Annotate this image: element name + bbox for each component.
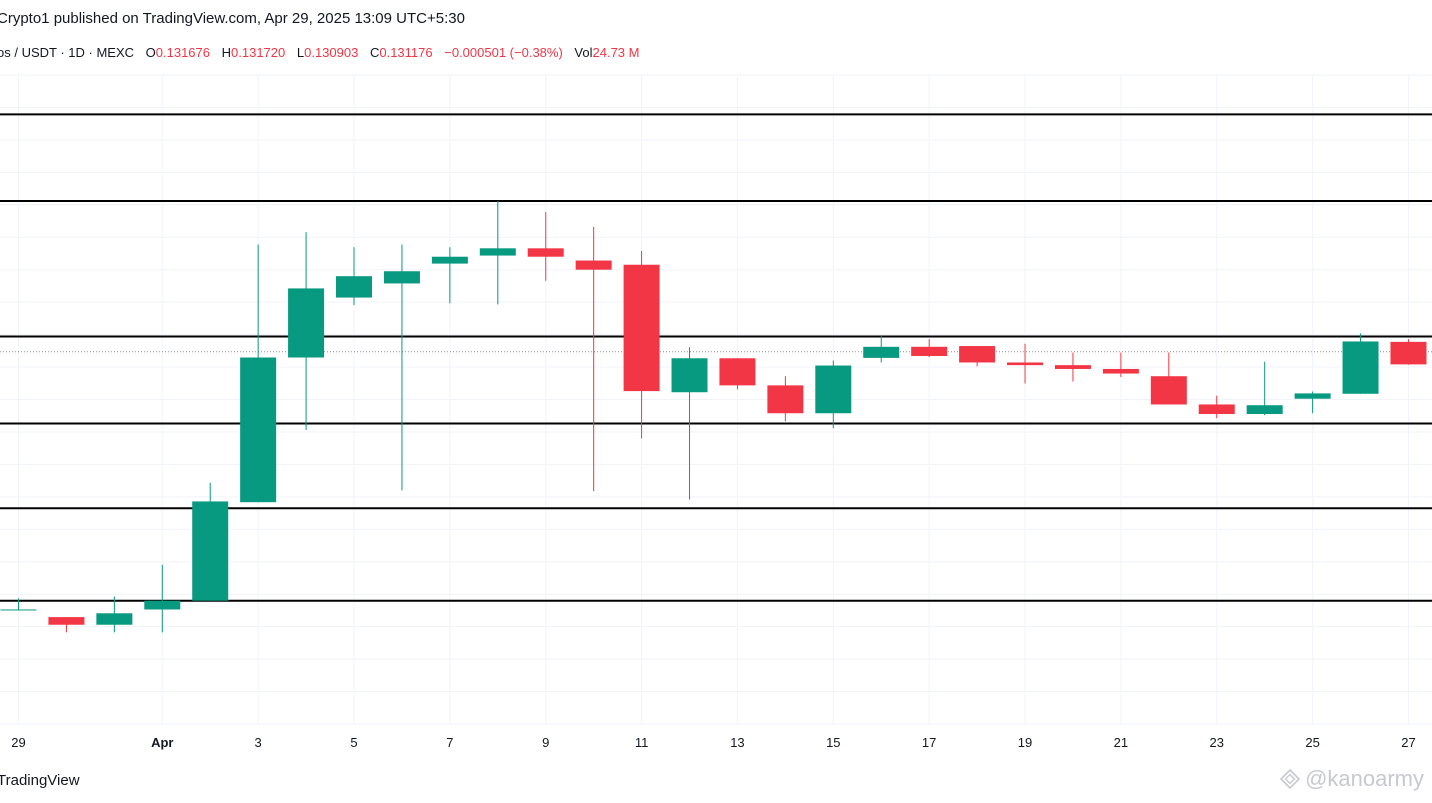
open-value: 0.131676: [155, 45, 210, 60]
candle-body-28: [1342, 341, 1379, 394]
volume-value: 24.73 M: [592, 45, 640, 60]
close-value: 0.131176: [379, 45, 433, 60]
x-tick-label-0: 29: [11, 735, 25, 750]
tradingview-shield-icon: [1279, 768, 1301, 790]
candle-21[interactable]: [1007, 343, 1044, 384]
x-tick-label-2: 3: [255, 735, 262, 750]
candle-23[interactable]: [1102, 352, 1139, 377]
candle-body-26: [1246, 405, 1283, 415]
high-key: H: [221, 45, 232, 60]
candle-20[interactable]: [959, 346, 996, 367]
candle-1[interactable]: [48, 617, 85, 633]
x-tick-label-1: Apr: [151, 735, 173, 750]
candle-body-11: [527, 248, 564, 257]
published-by-line: Crypto1 published on TradingView.com, Ap…: [0, 10, 465, 27]
candle-17[interactable]: [815, 360, 852, 429]
close-key: C: [369, 45, 380, 60]
candle-11[interactable]: [527, 212, 564, 281]
candle-body-27: [1294, 393, 1331, 399]
x-tick-label-12: 23: [1210, 735, 1224, 750]
candle-body-6: [288, 288, 325, 358]
x-tick-label-5: 9: [542, 735, 549, 750]
candle-10[interactable]: [479, 200, 516, 305]
candle-26[interactable]: [1246, 361, 1283, 416]
x-tick-label-7: 13: [730, 735, 744, 750]
candle-4[interactable]: [192, 482, 229, 601]
symbol-label[interactable]: os / USDT · 1D · MEXC: [0, 45, 135, 60]
candle-body-24: [1150, 376, 1187, 405]
candle-body-4: [192, 501, 229, 601]
candle-27[interactable]: [1294, 391, 1331, 414]
x-tick-label-14: 27: [1401, 735, 1415, 750]
x-tick-label-10: 19: [1018, 735, 1032, 750]
candle-19[interactable]: [911, 339, 948, 358]
candle-8[interactable]: [383, 244, 420, 491]
candle-28[interactable]: [1342, 333, 1379, 394]
candle-body-20: [959, 346, 996, 363]
candle-7[interactable]: [336, 247, 373, 306]
author-watermark: @kanoarmy: [1279, 766, 1424, 792]
high-value: 0.131720: [231, 45, 286, 60]
candle-body-22: [1054, 365, 1091, 369]
candle-6[interactable]: [288, 232, 325, 431]
x-tick-label-6: 11: [635, 735, 649, 750]
candle-0[interactable]: [0, 598, 37, 611]
candle-body-8: [383, 271, 420, 284]
low-value: 0.130903: [304, 45, 359, 60]
candle-5[interactable]: [240, 244, 277, 503]
candle-body-5: [240, 357, 277, 503]
candle-body-23: [1102, 368, 1139, 374]
x-tick-label-3: 5: [350, 735, 357, 750]
candle-body-17: [815, 365, 852, 414]
candle-18[interactable]: [863, 336, 900, 363]
candle-body-21: [1007, 362, 1044, 366]
candle-body-12: [575, 260, 612, 270]
candle-13[interactable]: [623, 250, 660, 439]
candle-body-2: [96, 613, 133, 625]
candle-body-25: [1198, 404, 1235, 415]
x-axis-ticks: 29 Apr 3 5 7 9 11 13 15 17 19 21 23 25 27: [11, 735, 1415, 750]
candle-3[interactable]: [144, 564, 181, 633]
candle-body-29: [1390, 341, 1427, 365]
candle-body-9: [431, 256, 468, 264]
x-tick-label-4: 7: [446, 735, 453, 750]
tradingview-brand[interactable]: TradingView: [0, 772, 80, 789]
change-value: −0.000501 (−0.38%): [444, 45, 563, 60]
low-key: L: [296, 45, 305, 60]
candle-body-18: [863, 346, 900, 358]
x-tick-label-9: 17: [922, 735, 936, 750]
candle-body-10: [479, 248, 516, 256]
candle-24[interactable]: [1150, 352, 1187, 405]
candle-body-14: [671, 358, 708, 393]
x-tick-label-13: 25: [1305, 735, 1319, 750]
candle-body-13: [623, 264, 660, 392]
horizontal-levels: [0, 113, 1432, 602]
candle-15[interactable]: [719, 358, 756, 390]
candle-29[interactable]: [1390, 339, 1427, 365]
watermark-text: @kanoarmy: [1305, 766, 1424, 791]
candle-25[interactable]: [1198, 395, 1235, 419]
candle-body-1: [48, 617, 85, 625]
open-key: O: [145, 45, 156, 60]
ohlc-legend: os / USDT · 1D · MEXC O0.131676 H0.13172…: [0, 45, 639, 60]
candle-12[interactable]: [575, 226, 612, 492]
x-tick-label-11: 21: [1114, 735, 1128, 750]
candle-14[interactable]: [671, 347, 708, 500]
volume-key: Vol: [574, 45, 593, 60]
x-tick-label-8: 15: [826, 735, 840, 750]
candle-body-16: [767, 385, 804, 414]
candle-16[interactable]: [767, 376, 804, 422]
candle-body-7: [336, 276, 373, 298]
candle-2[interactable]: [96, 596, 133, 633]
candle-body-3: [144, 600, 181, 610]
candle-body-15: [719, 358, 756, 386]
candles-layer[interactable]: [0, 200, 1432, 633]
candle-body-0: [0, 609, 37, 611]
candle-body-19: [911, 346, 948, 356]
candle-9[interactable]: [431, 247, 468, 304]
candle-22[interactable]: [1054, 352, 1091, 382]
